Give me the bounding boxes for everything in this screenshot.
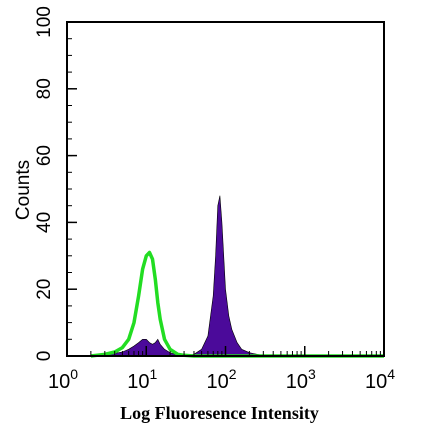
x-tick-label: 104 (365, 366, 395, 393)
x-axis-title: Log Fluoresence Intensity (120, 403, 319, 423)
histogram-series-0 (90, 195, 384, 357)
y-tick-label: 60 (34, 145, 55, 166)
x-tick-label: 100 (48, 366, 78, 393)
y-tick-label: 0 (34, 351, 55, 362)
histogram-outline-series-1 (90, 250, 384, 358)
x-tick-label: 103 (286, 366, 316, 393)
y-axis-title: Counts (13, 160, 34, 220)
y-tick-label: 20 (34, 279, 55, 300)
y-tick-label: 40 (34, 212, 55, 233)
plot-area (90, 195, 384, 358)
y-tick-label: 100 (34, 6, 55, 38)
x-tick-label: 101 (127, 366, 157, 393)
axes: 100 101 102 103 104 0 20 40 60 80 100 (34, 6, 395, 393)
y-tick-label: 80 (34, 78, 55, 99)
x-tick-label: 102 (206, 366, 236, 393)
